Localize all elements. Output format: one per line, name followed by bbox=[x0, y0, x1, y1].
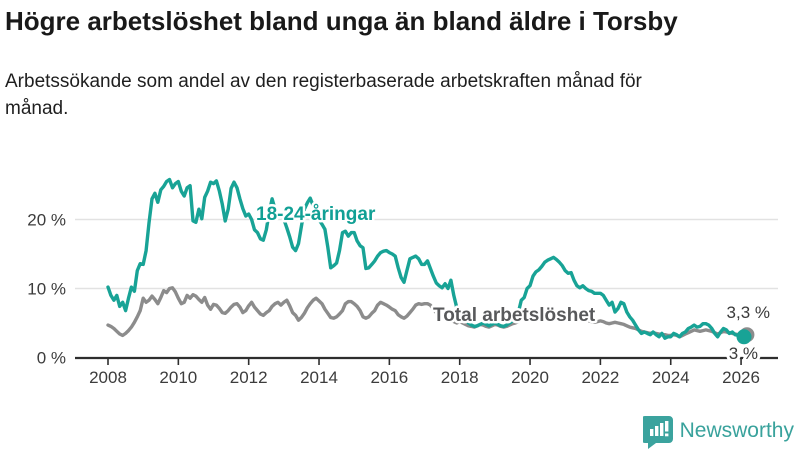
y-axis-label-10: 10 % bbox=[27, 280, 66, 299]
series-line-youth bbox=[106, 177, 746, 340]
newsworthy-logo-text: Newsworthy bbox=[679, 419, 794, 442]
logo-bars-icon bbox=[649, 421, 669, 437]
y-axis-label-20: 20 % bbox=[27, 211, 66, 230]
chart-title: Högre arbetslöshet bland unga än bland ä… bbox=[5, 6, 678, 36]
x-axis-label-2018: 2018 bbox=[441, 368, 479, 387]
series-line-total bbox=[106, 286, 749, 339]
newsworthy-logo-icon bbox=[642, 416, 673, 449]
x-axis-label-2026: 2026 bbox=[722, 368, 760, 387]
end-label-total: 3,3 % bbox=[727, 303, 770, 322]
end-dot-youth bbox=[736, 329, 752, 345]
x-axis-label-2016: 2016 bbox=[370, 368, 408, 387]
x-axis-label-2010: 2010 bbox=[159, 368, 197, 387]
series-label-total: Total arbetslöshet bbox=[433, 305, 596, 326]
x-axis-label-2008: 2008 bbox=[89, 368, 127, 387]
y-axis-label-0: 0 % bbox=[37, 349, 66, 368]
series-label-youth: 18-24-åringar bbox=[256, 204, 376, 225]
x-axis-label-2020: 2020 bbox=[511, 368, 549, 387]
x-axis-label-2012: 2012 bbox=[230, 368, 268, 387]
chart-subtitle: Arbetssökande som andel av den registerb… bbox=[5, 71, 642, 119]
end-label-youth: 3 % bbox=[729, 344, 758, 363]
newsworthy-logo: Newsworthy bbox=[642, 413, 794, 449]
x-axis-label-2024: 2024 bbox=[652, 368, 690, 387]
x-axis-label-2014: 2014 bbox=[300, 368, 338, 387]
x-axis-label-2022: 2022 bbox=[581, 368, 619, 387]
